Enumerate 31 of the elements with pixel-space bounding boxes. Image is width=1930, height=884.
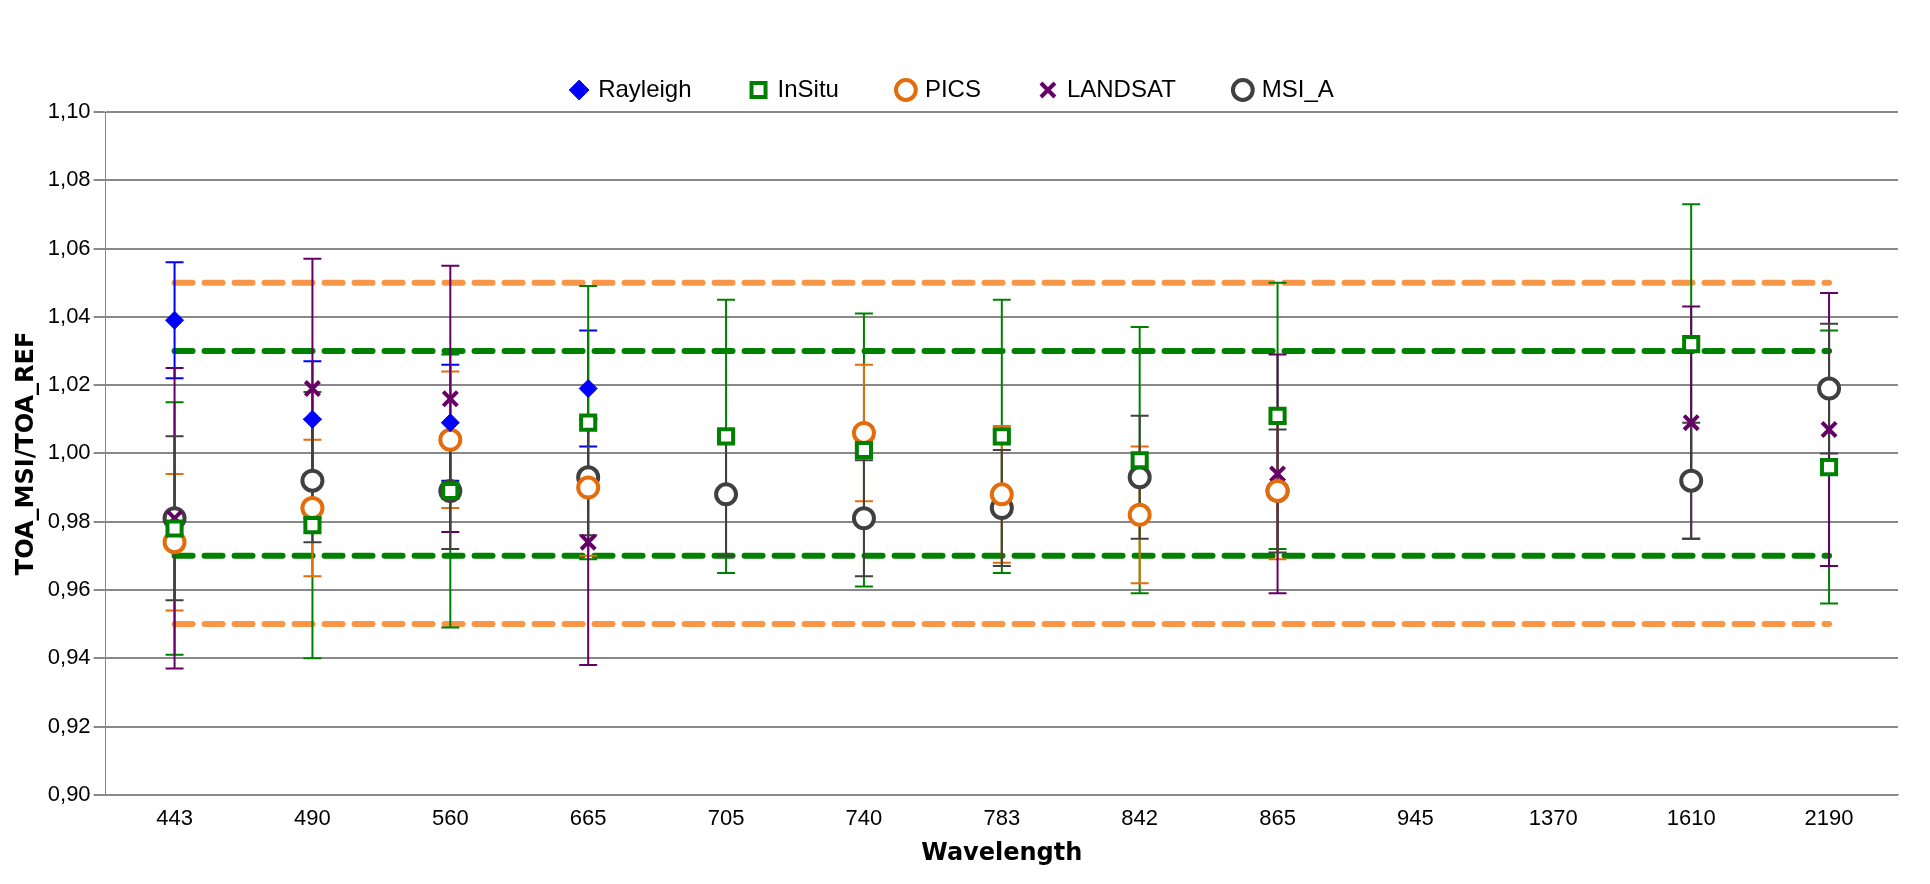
x-tick-label: 560 [431, 805, 469, 831]
legend-label: Rayleigh [598, 74, 692, 102]
y-tick-label: 1,08 [47, 166, 91, 192]
y-tick-label: 0,96 [47, 576, 91, 602]
y-tick-label: 1,06 [47, 234, 91, 260]
y-axis-title: TOA_MSI/TOA_REF [10, 331, 39, 576]
x-tick-label: 1370 [1528, 805, 1578, 831]
x-tick-label: 705 [707, 805, 745, 831]
x-tick-label: 740 [845, 805, 883, 831]
legend-label: PICS [924, 74, 981, 102]
x-axis-title: Wavelength [921, 837, 1083, 866]
y-tick-label: 0,98 [47, 507, 91, 533]
x-tick-label: 945 [1397, 805, 1434, 831]
x-tick-label: 865 [1259, 805, 1296, 831]
y-tick-label: 1,04 [47, 302, 91, 328]
legend-label: LANDSAT [1066, 74, 1177, 102]
x-tick-label: 2190 [1804, 805, 1854, 831]
y-tick-label: 0,90 [47, 780, 91, 806]
y-tick-label: 0,94 [47, 644, 91, 670]
x-tick-label: 1610 [1666, 805, 1716, 831]
x-tick-label: 842 [1121, 805, 1159, 831]
y-tick-label: 0,92 [47, 712, 91, 738]
x-tick-label: 665 [569, 805, 607, 831]
x-tick-label: 490 [294, 805, 331, 831]
y-tick-label: 1,10 [47, 98, 91, 124]
x-tick-label: 783 [983, 805, 1021, 831]
legend-label: InSitu [777, 74, 839, 102]
legend-label: MSI_A [1261, 74, 1334, 102]
x-tick-label: 443 [156, 805, 193, 831]
y-tick-label: 1,00 [47, 439, 91, 465]
y-tick-label: 1,02 [47, 371, 91, 397]
